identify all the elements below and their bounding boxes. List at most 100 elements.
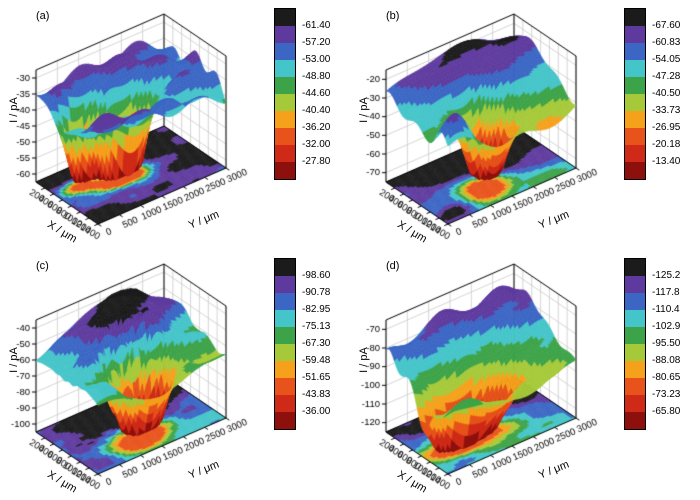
colorbar-c-gradient [274, 258, 296, 430]
colorbar-level-label: -60.83 [652, 37, 681, 48]
surface-plot-canvas-a [0, 2, 266, 248]
colorbar-color-block [625, 412, 645, 429]
colorbar-level-label: -75.13 [302, 321, 331, 332]
colorbar-color-block [275, 327, 295, 344]
colorbar-a-gradient [274, 8, 296, 180]
colorbar-color-block [275, 378, 295, 395]
panel-d-z-axis-title: I / pA [358, 347, 370, 373]
colorbar-d: -125.2 -117.8 -110.4 -102.9 -95.50 -88.08 -80.… [624, 258, 696, 458]
colorbar-color-block [625, 26, 645, 43]
surface-plot-canvas-b [350, 2, 616, 248]
colorbar-color-block [625, 60, 645, 77]
colorbar-level-label: -33.73 [652, 105, 681, 116]
colorbar-level-label: -40.50 [652, 88, 681, 99]
colorbar-level-label: -98.60 [302, 270, 331, 281]
colorbar-color-block [625, 94, 645, 111]
surface-plot-canvas-d [350, 252, 616, 498]
colorbar-level-label: -73.23 [652, 389, 681, 400]
panel-c-label: (c) [36, 260, 49, 272]
colorbar-b: -67.60 -60.83 -54.05 -47.28 -40.50 -33.73 -26.… [624, 8, 696, 208]
colorbar-level-label: -110.4 [652, 304, 680, 315]
colorbar-level-label: -32.00 [302, 139, 331, 150]
colorbar-level-label: -102.9 [652, 321, 681, 332]
panel-d: (d) I / pA X / μm Y / μm -125.2 -117.8 -11… [350, 250, 700, 500]
colorbar-level-label: -43.83 [302, 389, 331, 400]
colorbar-color-block [625, 111, 645, 128]
colorbar-color-block [625, 162, 645, 179]
colorbar-level-label: -117.8 [652, 287, 680, 298]
colorbar-level-label: -67.60 [652, 20, 681, 31]
panel-a: (a) I / pA X / μm Y / μm -61.40 -57.20 -53… [0, 0, 350, 250]
panel-d-label: (d) [386, 260, 400, 272]
colorbar-level-label: -44.60 [302, 88, 331, 99]
colorbar-color-block [625, 9, 645, 26]
colorbar-color-block [625, 395, 645, 412]
colorbar-color-block [275, 145, 295, 162]
colorbar-level-label: -125.2 [652, 270, 681, 281]
colorbar-color-block [625, 327, 645, 344]
colorbar-level-label: -82.95 [302, 304, 331, 315]
colorbar-color-block [275, 9, 295, 26]
colorbar-color-block [275, 293, 295, 310]
colorbar-color-block [275, 94, 295, 111]
colorbar-level-label: -80.65 [652, 372, 681, 383]
colorbar-color-block [625, 145, 645, 162]
panel-c: (c) I / pA X / μm Y / μm -98.60 -90.78 -82… [0, 250, 350, 500]
colorbar-level-label: -47.28 [652, 71, 681, 82]
colorbar-color-block [275, 77, 295, 94]
colorbar-color-block [275, 361, 295, 378]
surface-plot-canvas-c [0, 252, 266, 498]
colorbar-color-block [275, 111, 295, 128]
panel-a-label: (a) [36, 10, 50, 22]
colorbar-color-block [275, 259, 295, 276]
colorbar-color-block [625, 361, 645, 378]
colorbar-level-label: -57.20 [302, 37, 331, 48]
colorbar-color-block [275, 276, 295, 293]
colorbar-level-label: -53.00 [302, 54, 331, 65]
colorbar-color-block [625, 310, 645, 327]
colorbar-color-block [625, 378, 645, 395]
colorbar-level-label: -95.50 [652, 338, 681, 349]
colorbar-level-label: -59.48 [302, 355, 331, 366]
colorbar-c: -98.60 -90.78 -82.95 -75.13 -67.30 -59.48 -51.… [274, 258, 346, 458]
panel-b-label: (b) [386, 10, 400, 22]
colorbar-color-block [275, 412, 295, 429]
colorbar-color-block [625, 43, 645, 60]
colorbar-b-gradient [624, 8, 646, 180]
colorbar-level-label: -48.80 [302, 71, 331, 82]
panel-c-z-axis-title: I / pA [8, 347, 20, 373]
colorbar-color-block [625, 276, 645, 293]
colorbar-level-label: -65.80 [652, 406, 681, 417]
colorbar-level-label: -88.08 [652, 355, 681, 366]
panel-b-z-axis-title: I / pA [358, 97, 370, 123]
panel-a-z-axis-title: I / pA [8, 97, 20, 123]
colorbar-level-label: -20.18 [652, 139, 681, 150]
colorbar-level-label: -27.80 [302, 156, 331, 167]
colorbar-color-block [275, 344, 295, 361]
colorbar-color-block [275, 395, 295, 412]
colorbar-color-block [275, 162, 295, 179]
colorbar-d-gradient [624, 258, 646, 430]
colorbar-level-label: -67.30 [302, 338, 331, 349]
colorbar-a: -61.40 -57.20 -53.00 -48.80 -44.60 -40.40 -36.… [274, 8, 346, 208]
colorbar-level-label: -40.40 [302, 105, 331, 116]
colorbar-level-label: -26.95 [652, 122, 681, 133]
colorbar-level-label: -90.78 [302, 287, 331, 298]
panel-b: (b) I / pA X / μm Y / μm -67.60 -60.83 -54… [350, 0, 700, 250]
colorbar-color-block [625, 344, 645, 361]
colorbar-color-block [275, 310, 295, 327]
colorbar-level-label: -13.40 [652, 156, 681, 167]
colorbar-color-block [275, 26, 295, 43]
colorbar-color-block [275, 43, 295, 60]
colorbar-level-label: -36.20 [302, 122, 331, 133]
colorbar-level-label: -36.00 [302, 406, 331, 417]
colorbar-color-block [625, 128, 645, 145]
colorbar-color-block [275, 128, 295, 145]
colorbar-color-block [625, 259, 645, 276]
colorbar-color-block [625, 77, 645, 94]
colorbar-color-block [625, 293, 645, 310]
colorbar-color-block [275, 60, 295, 77]
colorbar-level-label: -61.40 [302, 20, 331, 31]
colorbar-level-label: -51.65 [302, 372, 331, 383]
